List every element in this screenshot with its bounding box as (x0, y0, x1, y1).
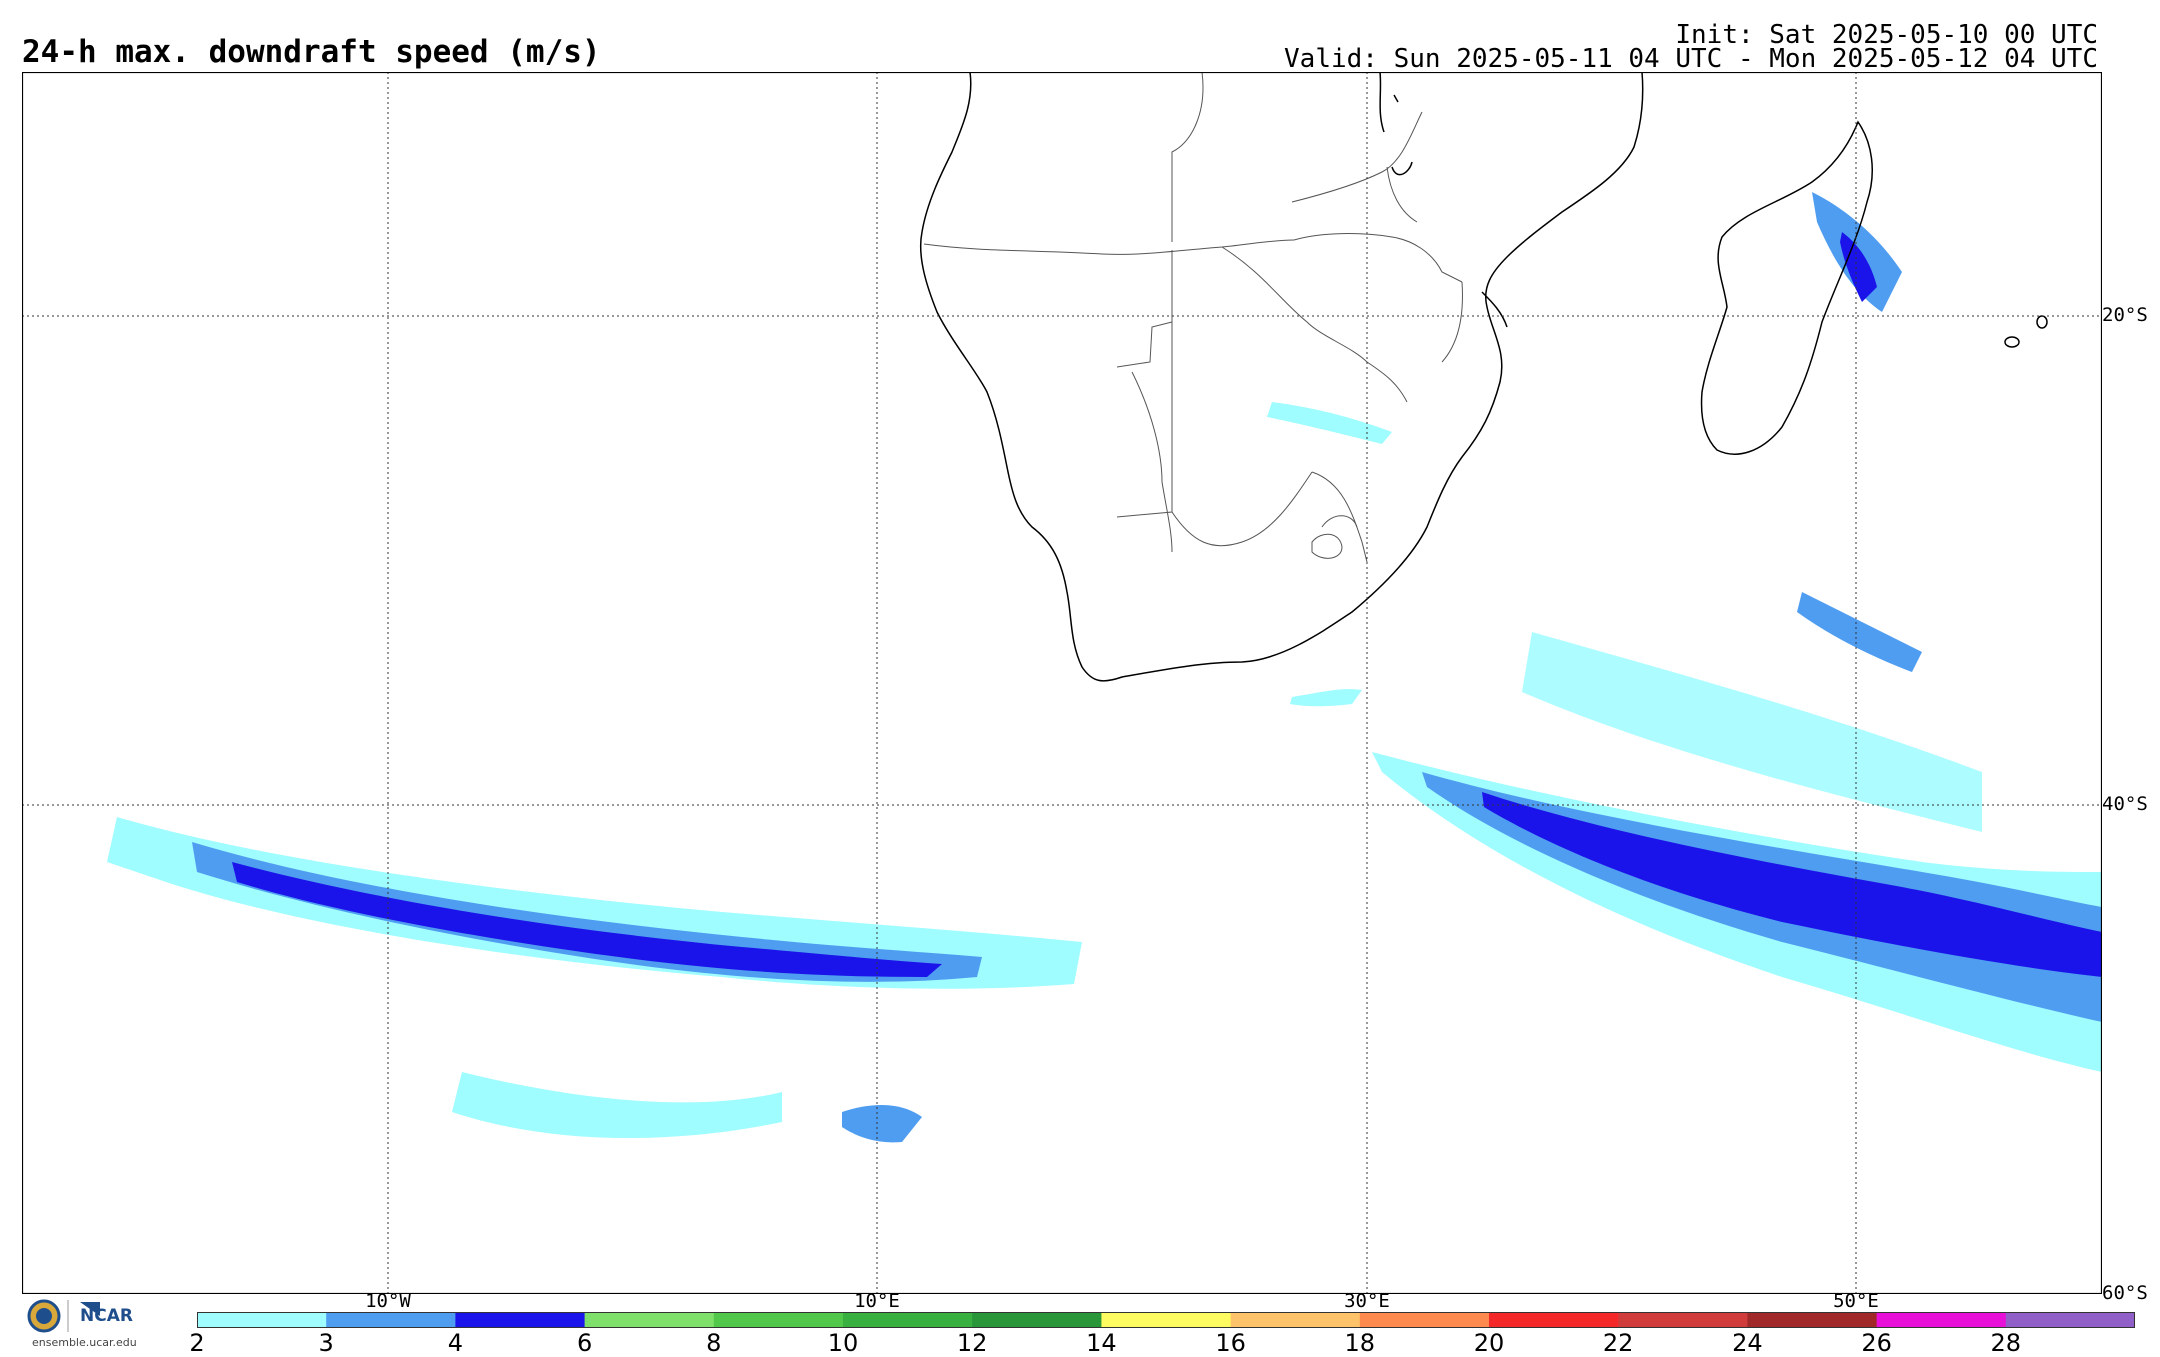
colorbar-swatch (584, 1312, 715, 1328)
colorbar-swatch (1489, 1312, 1619, 1328)
colorbar-tick-label: 6 (576, 1329, 593, 1357)
colorbar-swatch (843, 1312, 973, 1328)
colorbar-swatch (455, 1312, 586, 1328)
lon-label-30e: 30°E (1344, 1290, 1390, 1312)
colorbar-tick-label: 22 (1602, 1329, 1634, 1357)
colorbar-tick-label: 28 (1990, 1329, 2022, 1357)
coastlines (919, 72, 2048, 682)
colorbar-tick-label: 18 (1344, 1329, 1376, 1357)
colorbar-tick-label: 3 (318, 1329, 334, 1357)
map-title: 24-h max. downdraft speed (m/s) (22, 34, 601, 70)
lat-label-60s: 60°S (2102, 1282, 2148, 1304)
colorbar-tick-label: 24 (1732, 1329, 1763, 1357)
colorbar-swatch (1230, 1312, 1361, 1328)
colorbar-swatch (1101, 1312, 1232, 1328)
init-time: Init: Sat 2025-05-10 00 UTC (1675, 20, 2098, 50)
colorbar-swatch (2005, 1312, 2135, 1328)
colorbar-swatch (1747, 1312, 1878, 1328)
colorbar-swatch (1618, 1312, 1748, 1328)
colorbar-swatch (1876, 1312, 2007, 1328)
colorbar-tick-label: 12 (956, 1329, 988, 1357)
colorbar-swatch (326, 1312, 456, 1328)
colorbar-tick-label: 2 (189, 1329, 205, 1357)
lon-label-10w: 10°W (365, 1290, 411, 1312)
colorbar-tick-label: 4 (447, 1329, 464, 1357)
ncar-logo-text: NCAR (80, 1306, 133, 1326)
valid-time: Valid: Sun 2025-05-11 04 UTC - Mon 2025-… (1284, 44, 2098, 74)
colorbar-swatch (1359, 1312, 1490, 1328)
colorbar-tick-label: 10 (827, 1329, 859, 1357)
colorbar-tick-label: 8 (706, 1329, 722, 1357)
downdraft-map (22, 72, 2102, 1294)
lat-label-40s: 40°S (2102, 793, 2148, 815)
colorbar (197, 1312, 2135, 1328)
colorbar-swatch (713, 1312, 844, 1328)
country-borders (923, 72, 1463, 563)
map-frame (22, 72, 2102, 1294)
colorbar-tick-label: 20 (1473, 1329, 1505, 1357)
lon-label-50e: 50°E (1833, 1290, 1879, 1312)
ensemble-url: ensemble.ucar.edu (32, 1336, 137, 1349)
colorbar-tick-label: 14 (1086, 1329, 1117, 1357)
nsf-ncar-logo (27, 1299, 100, 1333)
downdraft-band-west (107, 817, 1082, 1143)
colorbar-tick-label: 26 (1861, 1329, 1892, 1357)
lat-label-20s: 20°S (2102, 304, 2148, 326)
colorbar-swatch (197, 1312, 327, 1328)
lon-label-10e: 10°E (854, 1290, 900, 1312)
downdraft-band-east (1267, 192, 2102, 1072)
colorbar-swatch (972, 1312, 1102, 1328)
colorbar-tick-label: 16 (1215, 1329, 1246, 1357)
graticule (22, 72, 2102, 1294)
